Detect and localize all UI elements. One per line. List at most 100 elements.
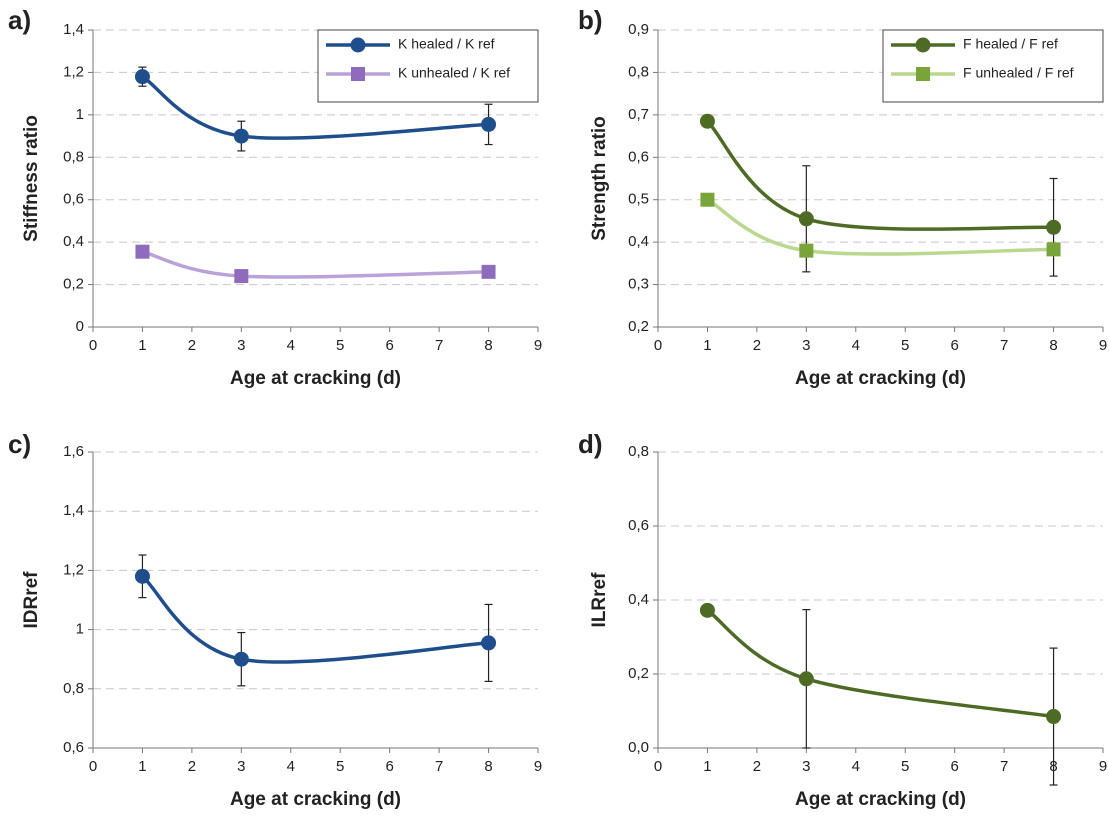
y-axis-label: Stiffness ratio [21, 115, 42, 242]
x-tick-label: 5 [336, 758, 344, 775]
y-tick-label: 0,5 [628, 191, 649, 208]
marker [351, 67, 365, 81]
y-tick-label: 0,2 [628, 318, 649, 335]
panel-label: c) [8, 429, 31, 459]
x-tick-label: 6 [385, 337, 393, 354]
y-axis-label: ILRref [589, 572, 610, 628]
x-tick-label: 0 [654, 758, 662, 775]
x-tick-label: 8 [484, 337, 492, 354]
y-tick-label: 0,0 [628, 739, 649, 756]
x-tick-label: 9 [534, 337, 542, 354]
x-tick-label: 8 [1049, 337, 1057, 354]
series-line [141, 249, 489, 279]
y-axis-label: IDRref [21, 571, 42, 629]
x-tick-label: 2 [753, 337, 761, 354]
series-line [706, 119, 1054, 231]
x-tick-label: 2 [753, 758, 761, 775]
x-tick-label: 1 [703, 337, 711, 354]
y-tick-label: 1 [76, 106, 84, 123]
marker [481, 116, 497, 132]
marker [233, 651, 249, 667]
y-tick-label: 0,8 [63, 680, 84, 697]
y-tick-label: 0,9 [628, 21, 649, 38]
y-tick-label: 0,3 [628, 276, 649, 293]
x-tick-label: 5 [901, 758, 909, 775]
x-tick-label: 7 [435, 758, 443, 775]
panel: 0,6 0,8 1 1,2 1,4 1,6 0 1 2 3 4 5 6 7 8 9 Age at crackin… [8, 429, 542, 810]
panel: 0,2 0,3 0,4 0,5 0,6 0,7 0,8 0,9 0 1 2 3 4 5 6 7 8 9 Age at… [578, 5, 1107, 389]
y-tick-label: 1,2 [63, 561, 84, 578]
y-axis-label: Strength ratio [589, 116, 610, 241]
x-tick-label: 7 [435, 337, 443, 354]
y-tick-label: 0,8 [628, 443, 649, 460]
panel-label: b) [578, 5, 603, 35]
marker [481, 264, 496, 279]
x-tick-label: 6 [950, 758, 958, 775]
x-tick-label: 4 [287, 758, 295, 775]
x-tick-label: 8 [484, 758, 492, 775]
y-tick-label: 1 [76, 621, 84, 638]
y-tick-label: 0,8 [63, 148, 84, 165]
x-tick-label: 3 [802, 758, 810, 775]
marker [700, 192, 715, 207]
y-tick-label: 1,2 [63, 63, 84, 80]
y-tick-label: 0,2 [63, 276, 84, 293]
x-tick-label: 7 [1000, 337, 1008, 354]
x-tick-label: 6 [385, 758, 393, 775]
y-tick-label: 1,4 [63, 21, 84, 38]
series-line [706, 608, 1054, 719]
x-tick-label: 0 [89, 758, 97, 775]
panel: 0 0,2 0,4 0,6 0,8 1 1,2 1,4 0 1 2 3 4 5 6 7 8 9 Age at cra… [8, 5, 542, 389]
x-tick-label: 9 [1099, 758, 1107, 775]
series-line [141, 574, 489, 664]
x-tick-label: 2 [188, 337, 196, 354]
x-tick-label: 1 [138, 337, 146, 354]
x-tick-label: 7 [1000, 758, 1008, 775]
x-tick-label: 4 [852, 758, 860, 775]
x-tick-label: 3 [237, 337, 245, 354]
panel-label: d) [578, 429, 603, 459]
x-tick-label: 4 [287, 337, 295, 354]
y-tick-label: 1,6 [63, 443, 84, 460]
legend: K healed / K ref K unhealed / K ref [317, 29, 539, 103]
marker [233, 128, 249, 144]
marker [1046, 219, 1062, 235]
series-line [141, 75, 489, 140]
marker [135, 244, 150, 259]
y-tick-label: 0,4 [628, 591, 649, 608]
x-tick-label: 5 [901, 337, 909, 354]
y-tick-label: 0,7 [628, 106, 649, 123]
y-tick-label: 0,4 [63, 233, 84, 250]
x-tick-label: 5 [336, 337, 344, 354]
marker [798, 671, 814, 687]
x-axis-label: Age at cracking (d) [795, 789, 966, 810]
marker [481, 635, 497, 651]
y-tick-label: 0,2 [628, 665, 649, 682]
x-tick-label: 2 [188, 758, 196, 775]
x-tick-label: 0 [89, 337, 97, 354]
marker [799, 243, 814, 258]
x-axis-label: Age at cracking (d) [230, 789, 401, 810]
marker [234, 269, 249, 284]
x-axis-label: Age at cracking (d) [230, 368, 401, 389]
marker [798, 211, 814, 227]
y-tick-label: 0,6 [628, 517, 649, 534]
marker [350, 37, 366, 53]
marker [1046, 709, 1062, 725]
x-tick-label: 3 [237, 758, 245, 775]
x-tick-label: 6 [950, 337, 958, 354]
legend-label: K unhealed / K ref [398, 65, 510, 81]
marker [915, 37, 931, 53]
y-tick-label: 0,6 [63, 191, 84, 208]
legend-label: F unhealed / F ref [963, 65, 1074, 81]
series-line [706, 198, 1054, 256]
x-tick-label: 9 [534, 758, 542, 775]
marker [134, 568, 150, 584]
legend-label: K healed / K ref [398, 36, 495, 52]
panel-label: a) [8, 5, 31, 35]
x-tick-label: 0 [654, 337, 662, 354]
y-tick-label: 0 [76, 318, 84, 335]
legend: F healed / F ref F unhealed / F ref [882, 29, 1104, 103]
x-tick-label: 3 [802, 337, 810, 354]
